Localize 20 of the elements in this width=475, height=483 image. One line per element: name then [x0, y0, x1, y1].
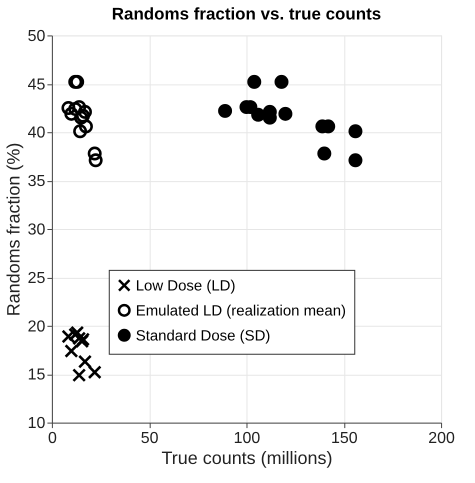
y-tick-label: 15	[28, 366, 46, 384]
y-axis-title: Randoms fraction (%)	[4, 142, 24, 316]
legend-label: Emulated LD (realization mean)	[136, 302, 346, 320]
y-tick-label: 40	[28, 124, 46, 142]
x-tick-label: 100	[234, 430, 260, 448]
x-tick-label: 50	[140, 430, 159, 448]
chart-title: Randoms fraction vs. true counts	[112, 4, 382, 24]
x-tick-label: 200	[428, 430, 456, 448]
y-tick-label: 20	[28, 318, 46, 336]
legend-label: Standard Dose (SD)	[136, 327, 270, 344]
y-tick-label: 50	[28, 28, 46, 45]
y-tick-label: 30	[28, 222, 46, 239]
x-axis-title: True counts (millions)	[162, 448, 332, 468]
x-tick-label: 0	[48, 430, 57, 448]
x-tick-label: 150	[330, 430, 358, 448]
y-tick-label: 35	[28, 173, 46, 190]
y-tick-label: 45	[28, 76, 46, 94]
y-tick-label: 25	[28, 270, 46, 287]
legend-label: Low Dose (LD)	[136, 277, 236, 294]
y-tick-label: 10	[28, 415, 46, 432]
